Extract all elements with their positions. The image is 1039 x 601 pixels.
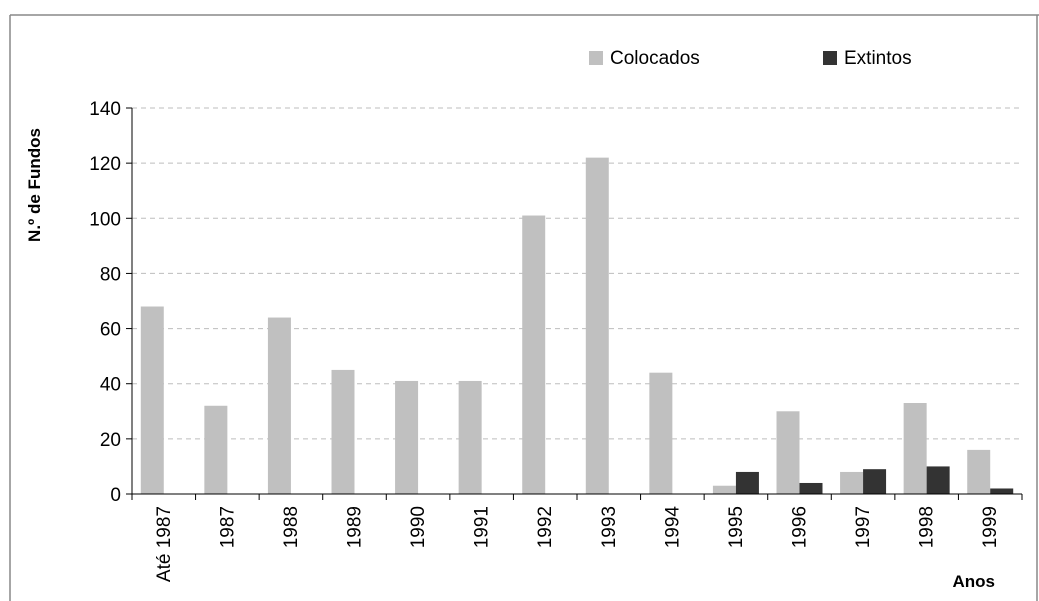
x-tick-label: 1990: [408, 506, 429, 548]
bar-colocados-6: [522, 215, 546, 494]
x-tick-label: 1987: [217, 506, 238, 548]
x-tick-label: 1999: [980, 506, 1001, 548]
y-tick-label: 80: [100, 264, 121, 285]
x-tick-label: 1992: [535, 506, 556, 548]
y-tick-label: 0: [110, 485, 121, 506]
y-tick-labels: 0 20 40 60 80 100 120 140: [89, 99, 121, 506]
bar-extintos-10: [799, 482, 823, 494]
bar-colocados-8: [649, 372, 673, 494]
x-axis-title: Anos: [953, 572, 996, 591]
bar-extintos-12: [926, 466, 950, 494]
x-tick-label: 1993: [599, 506, 620, 548]
x-tick-label: 1997: [853, 506, 874, 548]
x-tick-labels: Até 1987 1987 1988 1989 1990 1991 1992 1993 1994…: [154, 506, 1001, 582]
x-tick-label: 1995: [726, 506, 747, 548]
y-tick-label: 20: [100, 430, 121, 451]
bar-colocados-3: [331, 369, 355, 494]
x-tick-label: Até 1987: [154, 506, 175, 582]
x-tick-label: 1994: [662, 506, 683, 549]
bar-colocados-13: [967, 449, 991, 494]
x-tick-label: 1998: [917, 506, 938, 548]
bar-colocados-2: [267, 317, 291, 494]
bar-colocados-10: [776, 411, 800, 494]
y-tick-label: 120: [89, 154, 121, 175]
bar-colocados-7: [585, 157, 609, 494]
bar-colocados-1: [204, 405, 228, 494]
bar-colocados-11: [840, 471, 864, 494]
bar-extintos-9: [735, 471, 759, 494]
y-tick-label: 60: [100, 320, 121, 341]
legend: Colocados Extintos: [589, 48, 912, 69]
y-tick-label: 140: [89, 99, 121, 120]
legend-label-extintos: Extintos: [844, 48, 912, 69]
x-tick-label: 1988: [281, 506, 302, 548]
y-tick-label: 100: [89, 209, 121, 230]
bar-colocados-0: [140, 306, 164, 494]
x-tick-label: 1996: [790, 506, 811, 548]
bars: [140, 157, 1014, 494]
x-tick-label: 1989: [345, 506, 366, 548]
axis-ticks: [126, 107, 1023, 500]
y-tick-label: 40: [100, 375, 121, 396]
bar-extintos-13: [990, 488, 1014, 494]
legend-swatch-colocados: [589, 51, 603, 65]
y-axis-title: N.º de Fundos: [25, 128, 44, 242]
bar-colocados-12: [903, 403, 927, 494]
legend-swatch-extintos: [823, 51, 837, 65]
bar-colocados-9: [712, 485, 736, 494]
bar-colocados-5: [458, 380, 482, 494]
legend-label-colocados: Colocados: [610, 48, 700, 69]
gridlines: [132, 107, 1022, 440]
bar-extintos-11: [863, 469, 887, 494]
bar-colocados-4: [395, 380, 419, 494]
x-tick-label: 1991: [472, 506, 493, 548]
